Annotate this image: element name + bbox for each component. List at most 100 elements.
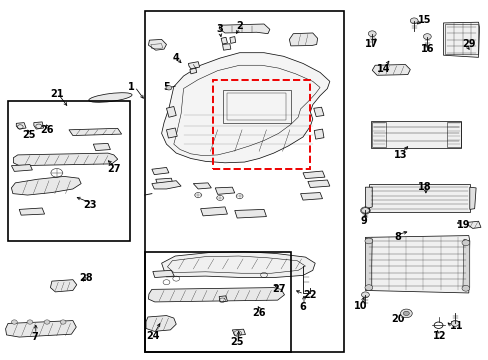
Text: 26: 26 <box>252 308 265 318</box>
Polygon shape <box>166 107 176 117</box>
Polygon shape <box>219 24 269 34</box>
Polygon shape <box>11 165 32 171</box>
Text: 12: 12 <box>432 331 446 341</box>
Text: 25: 25 <box>230 337 244 347</box>
Text: 22: 22 <box>303 291 316 301</box>
Text: 3: 3 <box>216 24 223 35</box>
Polygon shape <box>16 123 26 129</box>
Circle shape <box>423 34 430 40</box>
Polygon shape <box>234 210 266 218</box>
Polygon shape <box>371 64 409 75</box>
Polygon shape <box>200 207 227 216</box>
Polygon shape <box>166 128 177 138</box>
Text: 27: 27 <box>271 284 285 294</box>
Polygon shape <box>69 129 122 135</box>
Circle shape <box>367 31 375 37</box>
Text: 13: 13 <box>393 150 407 160</box>
Circle shape <box>403 311 408 316</box>
Polygon shape <box>229 37 235 43</box>
Text: 6: 6 <box>299 302 306 312</box>
Polygon shape <box>370 121 461 148</box>
Circle shape <box>60 320 66 324</box>
Polygon shape <box>314 129 324 139</box>
Text: 4: 4 <box>172 53 179 63</box>
Circle shape <box>409 18 417 24</box>
Polygon shape <box>221 37 227 44</box>
Polygon shape <box>219 296 227 302</box>
Polygon shape <box>368 184 469 212</box>
Polygon shape <box>462 239 469 288</box>
Circle shape <box>364 285 372 291</box>
Text: 10: 10 <box>353 301 366 311</box>
Polygon shape <box>5 320 76 337</box>
Polygon shape <box>50 280 77 292</box>
Polygon shape <box>467 221 480 228</box>
Text: 24: 24 <box>146 331 159 341</box>
Text: 28: 28 <box>79 273 93 283</box>
Polygon shape <box>365 187 371 210</box>
Polygon shape <box>365 235 469 293</box>
Text: 19: 19 <box>456 220 470 230</box>
Circle shape <box>461 285 469 291</box>
Circle shape <box>27 320 33 324</box>
Polygon shape <box>146 316 176 331</box>
Polygon shape <box>148 40 166 50</box>
Polygon shape <box>365 238 371 288</box>
Polygon shape <box>161 252 315 278</box>
Polygon shape <box>307 180 329 188</box>
Polygon shape <box>313 107 324 117</box>
Polygon shape <box>152 181 181 189</box>
Polygon shape <box>19 208 44 215</box>
Text: 27: 27 <box>107 164 121 174</box>
Text: 15: 15 <box>417 15 431 26</box>
Circle shape <box>361 208 368 213</box>
Polygon shape <box>443 22 479 57</box>
Circle shape <box>44 320 50 324</box>
Text: 11: 11 <box>449 321 463 331</box>
Text: 18: 18 <box>417 182 431 192</box>
Polygon shape <box>153 270 174 278</box>
Text: 23: 23 <box>83 200 97 210</box>
Polygon shape <box>215 187 234 194</box>
Polygon shape <box>193 183 211 189</box>
Polygon shape <box>93 143 110 150</box>
Text: 17: 17 <box>364 39 377 49</box>
Polygon shape <box>232 329 245 335</box>
Polygon shape <box>161 53 329 163</box>
Text: 9: 9 <box>360 216 366 226</box>
Text: 8: 8 <box>394 232 401 242</box>
Text: 29: 29 <box>461 39 474 49</box>
Polygon shape <box>300 193 322 200</box>
Circle shape <box>461 240 469 246</box>
Circle shape <box>165 86 171 90</box>
Text: 16: 16 <box>420 44 433 54</box>
Polygon shape <box>13 153 118 166</box>
Circle shape <box>361 292 368 298</box>
Polygon shape <box>189 68 196 74</box>
Bar <box>212 80 310 169</box>
Text: 26: 26 <box>40 125 54 135</box>
Polygon shape <box>469 187 475 210</box>
Text: 2: 2 <box>236 21 243 31</box>
Polygon shape <box>303 171 325 179</box>
Text: 25: 25 <box>22 130 36 140</box>
Polygon shape <box>289 33 317 46</box>
Polygon shape <box>188 62 199 69</box>
Polygon shape <box>148 288 284 302</box>
Polygon shape <box>156 178 172 185</box>
Text: 21: 21 <box>50 89 63 99</box>
Polygon shape <box>11 176 81 195</box>
Circle shape <box>450 320 458 326</box>
Polygon shape <box>152 167 168 175</box>
Circle shape <box>364 238 372 244</box>
Polygon shape <box>222 44 230 50</box>
Text: 5: 5 <box>163 82 169 92</box>
Text: 20: 20 <box>390 314 404 324</box>
Text: 1: 1 <box>128 82 135 92</box>
Text: 14: 14 <box>376 64 389 74</box>
Circle shape <box>11 320 17 324</box>
Text: 7: 7 <box>31 332 38 342</box>
Polygon shape <box>34 122 43 129</box>
Circle shape <box>400 309 411 318</box>
Ellipse shape <box>89 93 132 102</box>
